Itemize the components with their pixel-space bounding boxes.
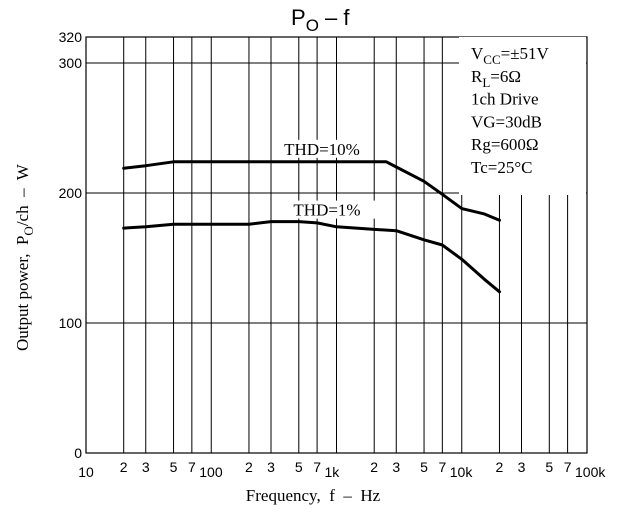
- series-label-bg: [277, 200, 377, 219]
- condition-main: Rg=600Ω: [471, 135, 539, 154]
- x-decade-tick-label: 1k: [325, 464, 341, 480]
- condition-sub: CC: [483, 52, 500, 67]
- condition-main: VG=30dB: [471, 112, 542, 131]
- chart-title: PO – f: [291, 5, 350, 35]
- series-label-0: THD=10%: [284, 140, 360, 159]
- y-axis-label: Output power, PO/ch – W: [13, 152, 36, 373]
- x-minor-tick-label: 2: [120, 459, 128, 475]
- x-tick-labels: 2 3 5 7 2 3 5 7 2 3 5 7 2 3 5 710 100 1k 10k 100k: [78, 459, 606, 480]
- x-minor-tick-label: 3: [267, 459, 275, 475]
- condition-line: Rg=600Ω: [471, 135, 539, 154]
- conditions-box-bg: [459, 37, 586, 195]
- x-minor-tick-label: 7: [188, 459, 196, 475]
- condition-line: VCC=±51V: [471, 44, 550, 67]
- series-line-1: [122, 220, 501, 294]
- condition-sub: L: [482, 75, 490, 90]
- x-minor-tick-label: 5: [545, 459, 553, 475]
- condition-line: VG=30dB: [471, 112, 542, 131]
- x-minor-tick-label: 2: [245, 459, 253, 475]
- y-tick-label: 0: [74, 445, 82, 461]
- x-minor-tick-label: 7: [313, 459, 321, 475]
- x-minor-tick-label: 5: [170, 459, 178, 475]
- x-minor-tick-label: 7: [438, 459, 446, 475]
- condition-line: Tc=25°C: [471, 158, 532, 177]
- x-minor-tick-label: 3: [142, 459, 150, 475]
- x-minor-tick-label: 3: [518, 459, 526, 475]
- plot-frame: [85, 36, 588, 454]
- x-minor-tick-label: 7: [564, 459, 572, 475]
- condition-main: V: [471, 44, 484, 63]
- x-decade-tick-label: 10k: [450, 464, 474, 480]
- y-axis-label-main: Output power, P: [13, 236, 32, 351]
- condition-line: RL=6Ω: [471, 67, 521, 90]
- grid: [85, 36, 588, 454]
- x-minor-tick-label: 3: [392, 459, 400, 475]
- x-minor-tick-label: 2: [496, 459, 504, 475]
- condition-main: 1ch Drive: [471, 90, 539, 109]
- series-line-0: [122, 160, 501, 222]
- y-axis-label-sub: O: [21, 226, 36, 235]
- series: THD=10% THD=1%: [122, 139, 501, 294]
- y-tick-label: 300: [59, 55, 83, 71]
- chart-title-sub: O: [306, 16, 319, 35]
- chart-title-main: P: [291, 5, 306, 30]
- series-label-1: THD=1%: [293, 201, 360, 220]
- x-minor-tick-label: 5: [420, 459, 428, 475]
- y-tick-labels: 0 100 200 300 320: [59, 29, 83, 461]
- condition-rest: =6Ω: [490, 67, 521, 86]
- x-minor-tick-label: 2: [370, 459, 378, 475]
- y-axis-label-rest: /ch – W: [13, 163, 32, 226]
- y-tick-label: 320: [59, 29, 83, 45]
- x-decade-tick-label: 10: [78, 464, 94, 480]
- series-label-bg: [272, 139, 372, 158]
- x-decade-tick-label: 100k: [575, 464, 606, 480]
- x-decade-tick-label: 100: [199, 464, 223, 480]
- condition-line: 1ch Drive: [471, 90, 539, 109]
- x-axis-label: Frequency, f – Hz: [246, 486, 381, 505]
- condition-main: R: [471, 67, 483, 86]
- y-tick-label: 200: [59, 185, 83, 201]
- condition-main: Tc=25°C: [471, 158, 532, 177]
- chart-title-rest: – f: [319, 5, 350, 30]
- y-tick-label: 100: [59, 315, 83, 331]
- condition-rest: =±51V: [501, 44, 550, 63]
- x-minor-tick-label: 5: [295, 459, 303, 475]
